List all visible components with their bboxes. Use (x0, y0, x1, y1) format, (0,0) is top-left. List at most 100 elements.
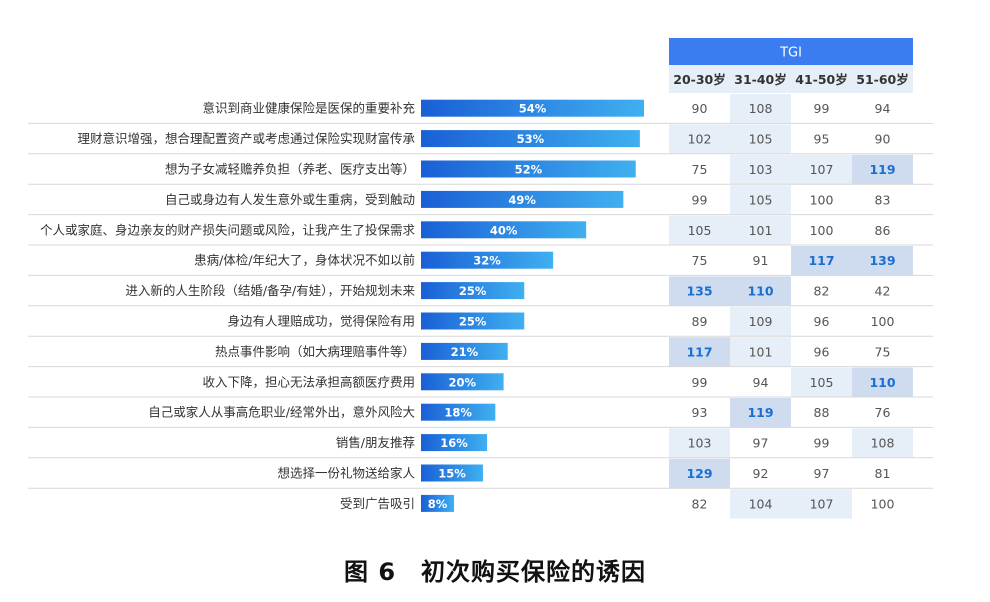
tgi-cell-bg (730, 185, 791, 215)
category-label: 患病/体检/年纪大了，身体状况不如以前 (194, 253, 415, 268)
tgi-cell-bg (852, 246, 913, 276)
tgi-cell: 95 (814, 132, 830, 147)
tgi-header-bg (669, 38, 913, 65)
tgi-cell-bg (669, 215, 730, 245)
bar (421, 221, 587, 239)
category-label: 销售/朋友推荐 (336, 435, 415, 450)
category-label: 收入下降，担心无法承担高额医疗费用 (202, 374, 415, 389)
tgi-column-header: 20-30岁 (673, 72, 725, 87)
bar-value-label: 25% (459, 315, 487, 329)
bar-value-label: 18% (444, 406, 472, 420)
tgi-cell: 88 (814, 405, 830, 420)
tgi-cell-bg (730, 94, 791, 124)
tgi-cell: 101 (749, 344, 773, 359)
bar (421, 251, 554, 269)
tgi-cell: 75 (692, 162, 708, 177)
tgi-cell-bg (852, 428, 913, 458)
bar (421, 494, 455, 512)
category-label: 受到广告吸引 (340, 496, 415, 511)
bar (421, 99, 644, 117)
bar (421, 434, 488, 452)
bar-value-label: 21% (451, 345, 479, 359)
tgi-cell-bg (669, 458, 730, 489)
tgi-cell-bg (730, 276, 791, 306)
category-label: 想选择一份礼物送给家人 (277, 466, 415, 481)
tgi-cell: 100 (871, 496, 895, 511)
tgi-cell: 90 (692, 101, 708, 116)
tgi-cell-bg (669, 337, 730, 367)
bar-value-label: 54% (519, 102, 547, 116)
tgi-cell: 129 (686, 466, 712, 481)
bar (421, 160, 636, 178)
tgi-cell-bg (791, 367, 852, 397)
bar (421, 130, 640, 148)
bar-value-label: 40% (490, 223, 518, 237)
bar (421, 464, 483, 482)
tgi-table: TGI 20-30岁 31-40岁 41-50岁 51-60岁 90 108 99 94 102 1… (669, 38, 913, 511)
tgi-cell: 108 (749, 101, 773, 116)
tgi-cell: 76 (875, 405, 891, 420)
tgi-cell-bg (852, 154, 913, 185)
tgi-cell-bg (730, 124, 791, 154)
tgi-cell: 105 (688, 223, 712, 238)
tgi-cell: 93 (692, 405, 708, 420)
tgi-cell-bg (730, 489, 791, 519)
tgi-cell: 139 (869, 253, 895, 268)
tgi-cell: 96 (814, 344, 830, 359)
tgi-column-header: 31-40岁 (734, 72, 786, 87)
bar-value-label: 8% (428, 497, 448, 511)
tgi-column-header: 41-50岁 (795, 72, 847, 87)
figure-caption: 图 6 初次购买保险的诱因 (343, 558, 647, 586)
category-label: 理财意识增强，想合理配置资产或考虑通过保险实现财富传承 (77, 131, 415, 146)
tgi-cell: 75 (692, 253, 708, 268)
bar (421, 403, 496, 421)
bar (421, 373, 504, 391)
tgi-cell: 105 (749, 132, 773, 147)
tgi-cell: 75 (875, 344, 891, 359)
bar-value-label: 32% (473, 254, 501, 268)
tgi-cell: 107 (810, 162, 834, 177)
bar-value-label: 16% (440, 436, 468, 450)
tgi-cell: 89 (692, 314, 708, 329)
tgi-cell: 100 (871, 314, 895, 329)
tgi-cell-bg (669, 124, 730, 154)
row-dividers (28, 122, 933, 489)
bar-value-label: 49% (508, 193, 536, 207)
tgi-cell-bg (730, 337, 791, 367)
tgi-cell: 103 (749, 162, 773, 177)
tgi-cell: 105 (749, 192, 773, 207)
tgi-subheader-bg (669, 65, 913, 93)
bar-value-label: 20% (449, 375, 477, 389)
tgi-cell-bg (730, 398, 791, 428)
bar-value-label: 52% (515, 163, 543, 177)
tgi-cell: 42 (875, 284, 891, 299)
chart: 54% 53% 52% 49% 40% 32% 25% 25% 21% 20% 18% 16% 15% 8… (28, 38, 933, 519)
table-background (669, 94, 913, 519)
tgi-cell: 110 (747, 284, 773, 299)
tgi-cell: 83 (875, 192, 891, 207)
tgi-cell-bg (791, 246, 852, 276)
category-label: 自己或身边有人发生意外或生重病，受到触动 (165, 192, 415, 207)
bar (421, 342, 508, 360)
tgi-cell: 108 (871, 436, 895, 451)
tgi-cell: 119 (869, 162, 895, 177)
tgi-cell: 117 (808, 253, 834, 268)
tgi-cell: 99 (692, 192, 708, 207)
tgi-cell: 104 (749, 496, 773, 511)
category-label: 自己或家人从事高危职业/经常外出，意外风险大 (148, 405, 415, 420)
bars: 54% 53% 52% 49% 40% 32% 25% 25% 21% 20% 18% 16% 15% 8… (421, 99, 644, 512)
tgi-cell: 117 (686, 344, 712, 359)
tgi-cell: 107 (810, 496, 834, 511)
tgi-cell: 91 (753, 253, 769, 268)
tgi-cell: 100 (810, 192, 834, 207)
tgi-cell: 110 (869, 375, 895, 390)
category-label: 身边有人理赔成功，觉得保险有用 (227, 314, 415, 329)
bar-value-label: 15% (438, 467, 466, 481)
tgi-cell: 103 (688, 436, 712, 451)
bar-value-label: 53% (517, 132, 545, 146)
tgi-cell: 82 (814, 284, 830, 299)
tgi-cell-bg (730, 215, 791, 245)
bar (421, 312, 525, 330)
category-label: 想为子女减轻赡养负担（养老、医疗支出等） (165, 162, 415, 177)
tgi-header: TGI (779, 46, 802, 61)
